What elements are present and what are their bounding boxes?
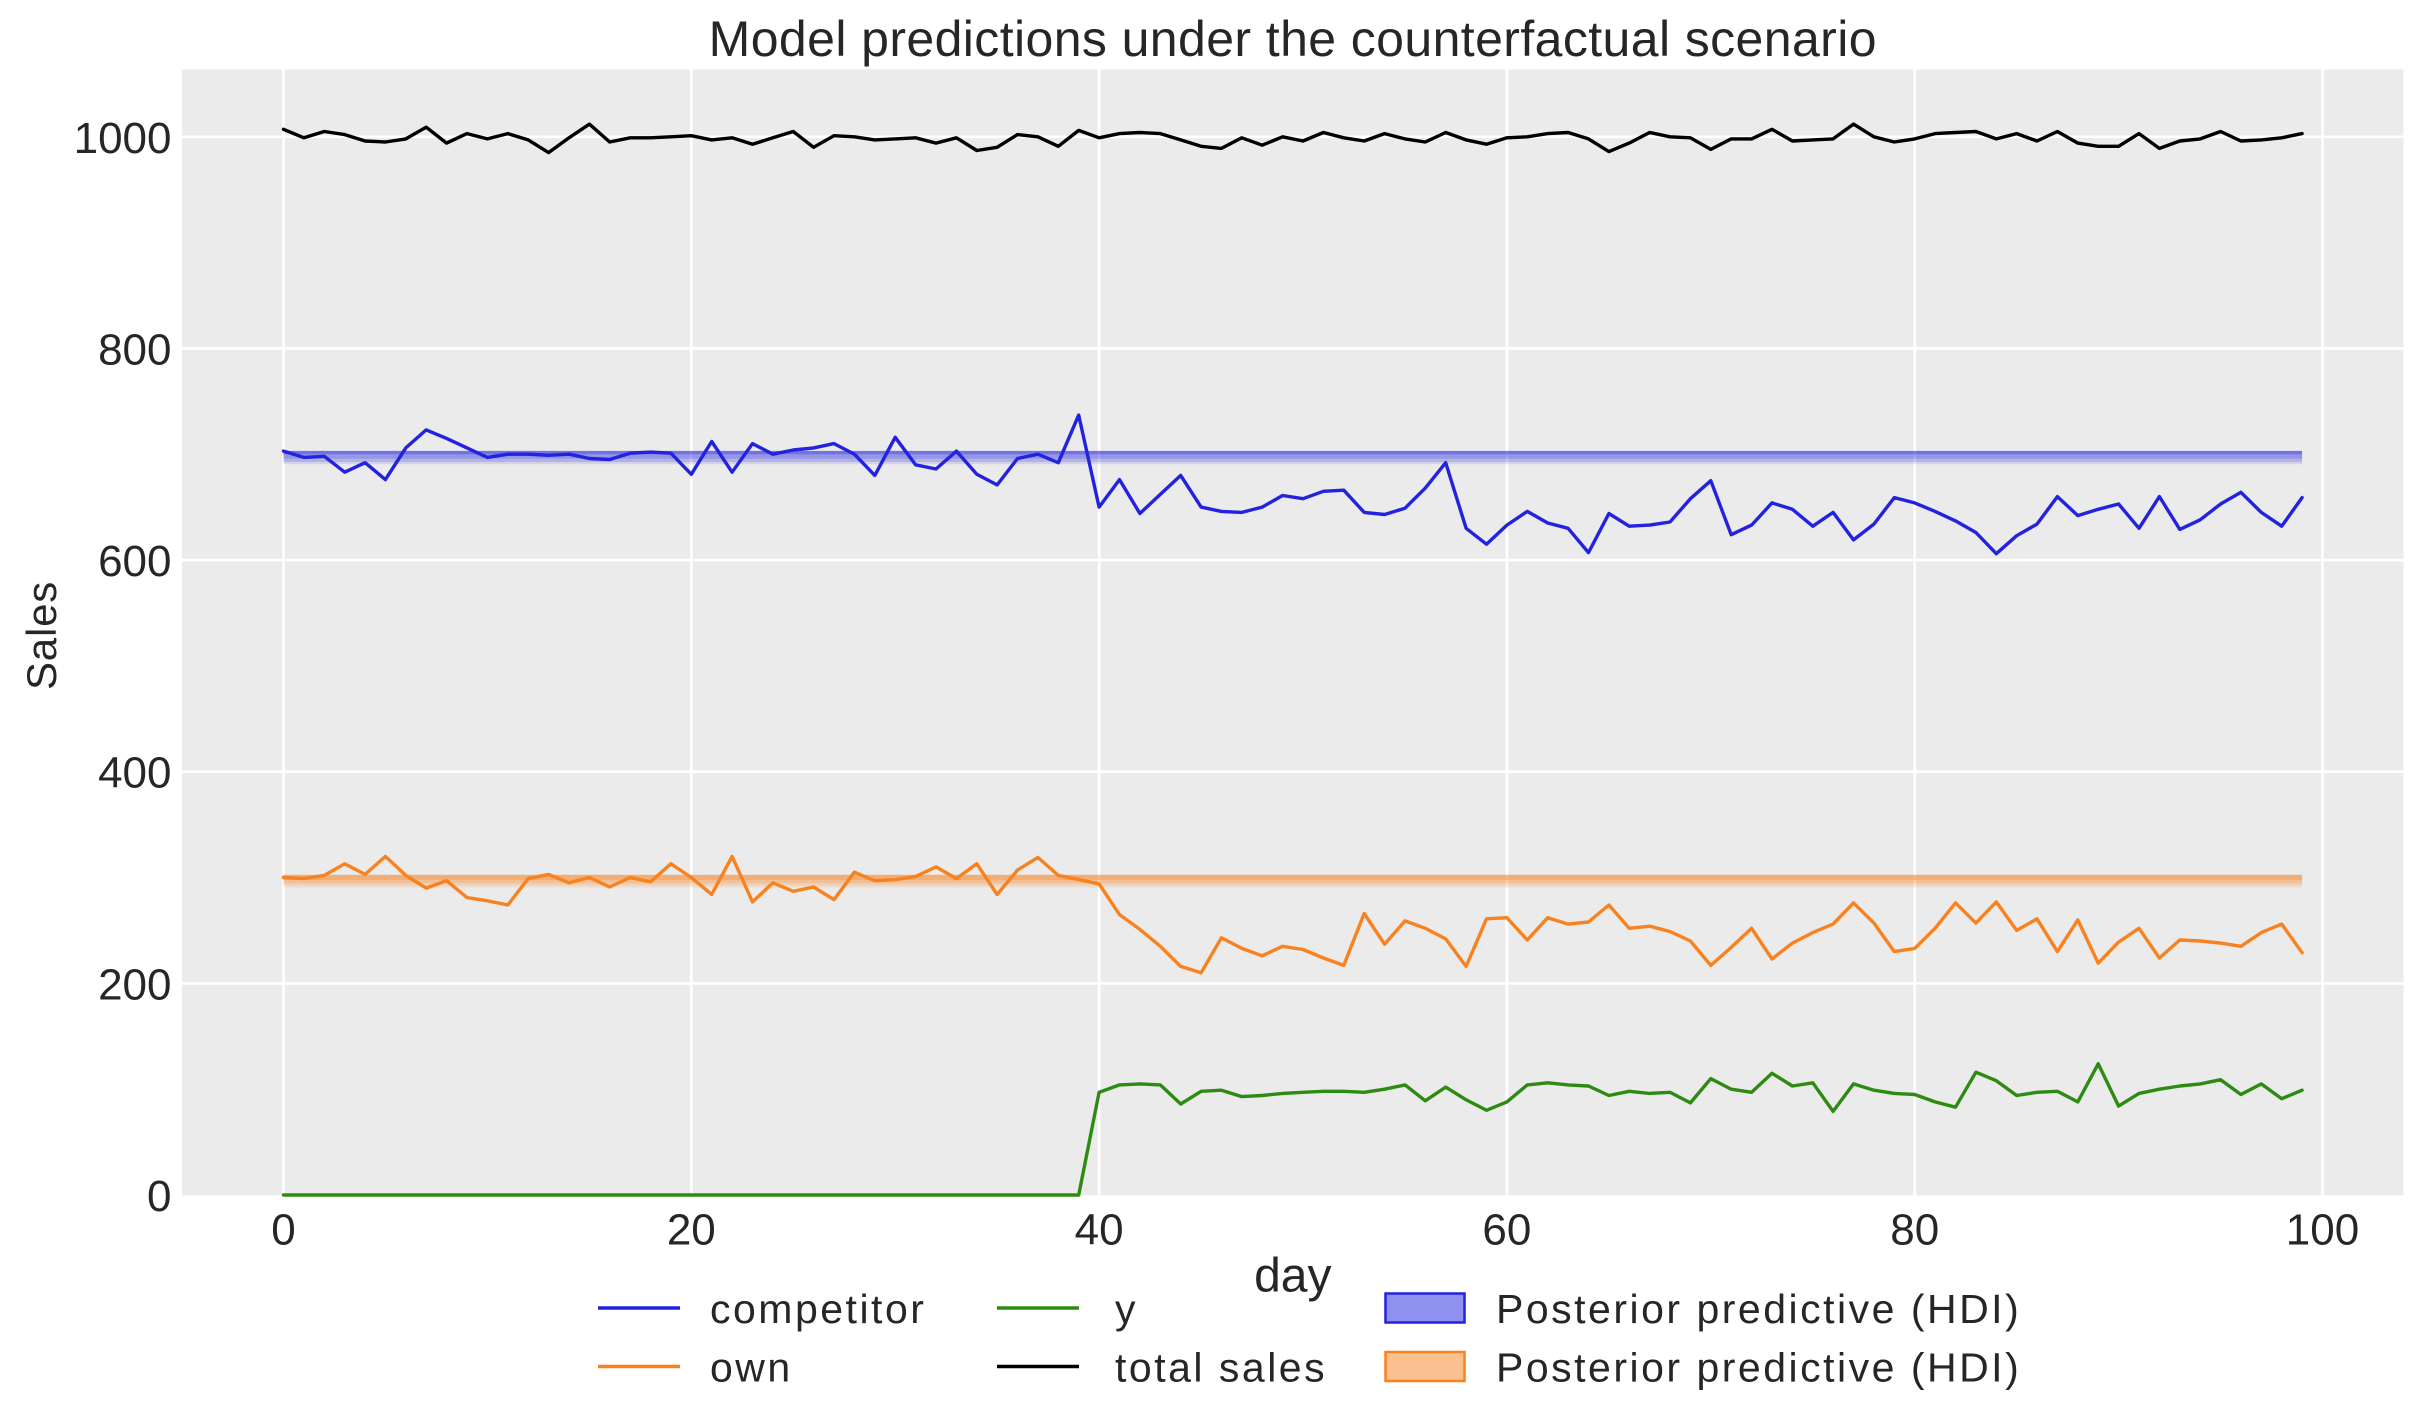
svg-text:Model predictions under the co: Model predictions under the counterfactu… <box>709 11 1877 67</box>
svg-text:own: own <box>710 1345 793 1391</box>
svg-text:20: 20 <box>667 1206 716 1255</box>
svg-text:200: 200 <box>98 960 171 1009</box>
svg-text:Sales: Sales <box>18 581 65 690</box>
svg-text:day: day <box>1254 1250 1331 1303</box>
svg-text:60: 60 <box>1482 1206 1531 1255</box>
svg-text:y: y <box>1115 1286 1138 1332</box>
svg-text:competitor: competitor <box>710 1286 926 1332</box>
svg-text:400: 400 <box>98 749 171 798</box>
svg-text:100: 100 <box>2286 1206 2359 1255</box>
svg-text:800: 800 <box>98 325 171 374</box>
svg-text:Posterior predictive (HDI): Posterior predictive (HDI) <box>1496 1286 2021 1332</box>
svg-text:600: 600 <box>98 537 171 586</box>
svg-text:total sales: total sales <box>1115 1345 1327 1391</box>
svg-text:40: 40 <box>1075 1206 1124 1255</box>
svg-text:1000: 1000 <box>74 114 172 163</box>
svg-text:Posterior predictive (HDI): Posterior predictive (HDI) <box>1496 1345 2021 1391</box>
svg-text:0: 0 <box>271 1206 295 1255</box>
svg-text:80: 80 <box>1890 1206 1939 1255</box>
svg-text:0: 0 <box>147 1172 171 1221</box>
